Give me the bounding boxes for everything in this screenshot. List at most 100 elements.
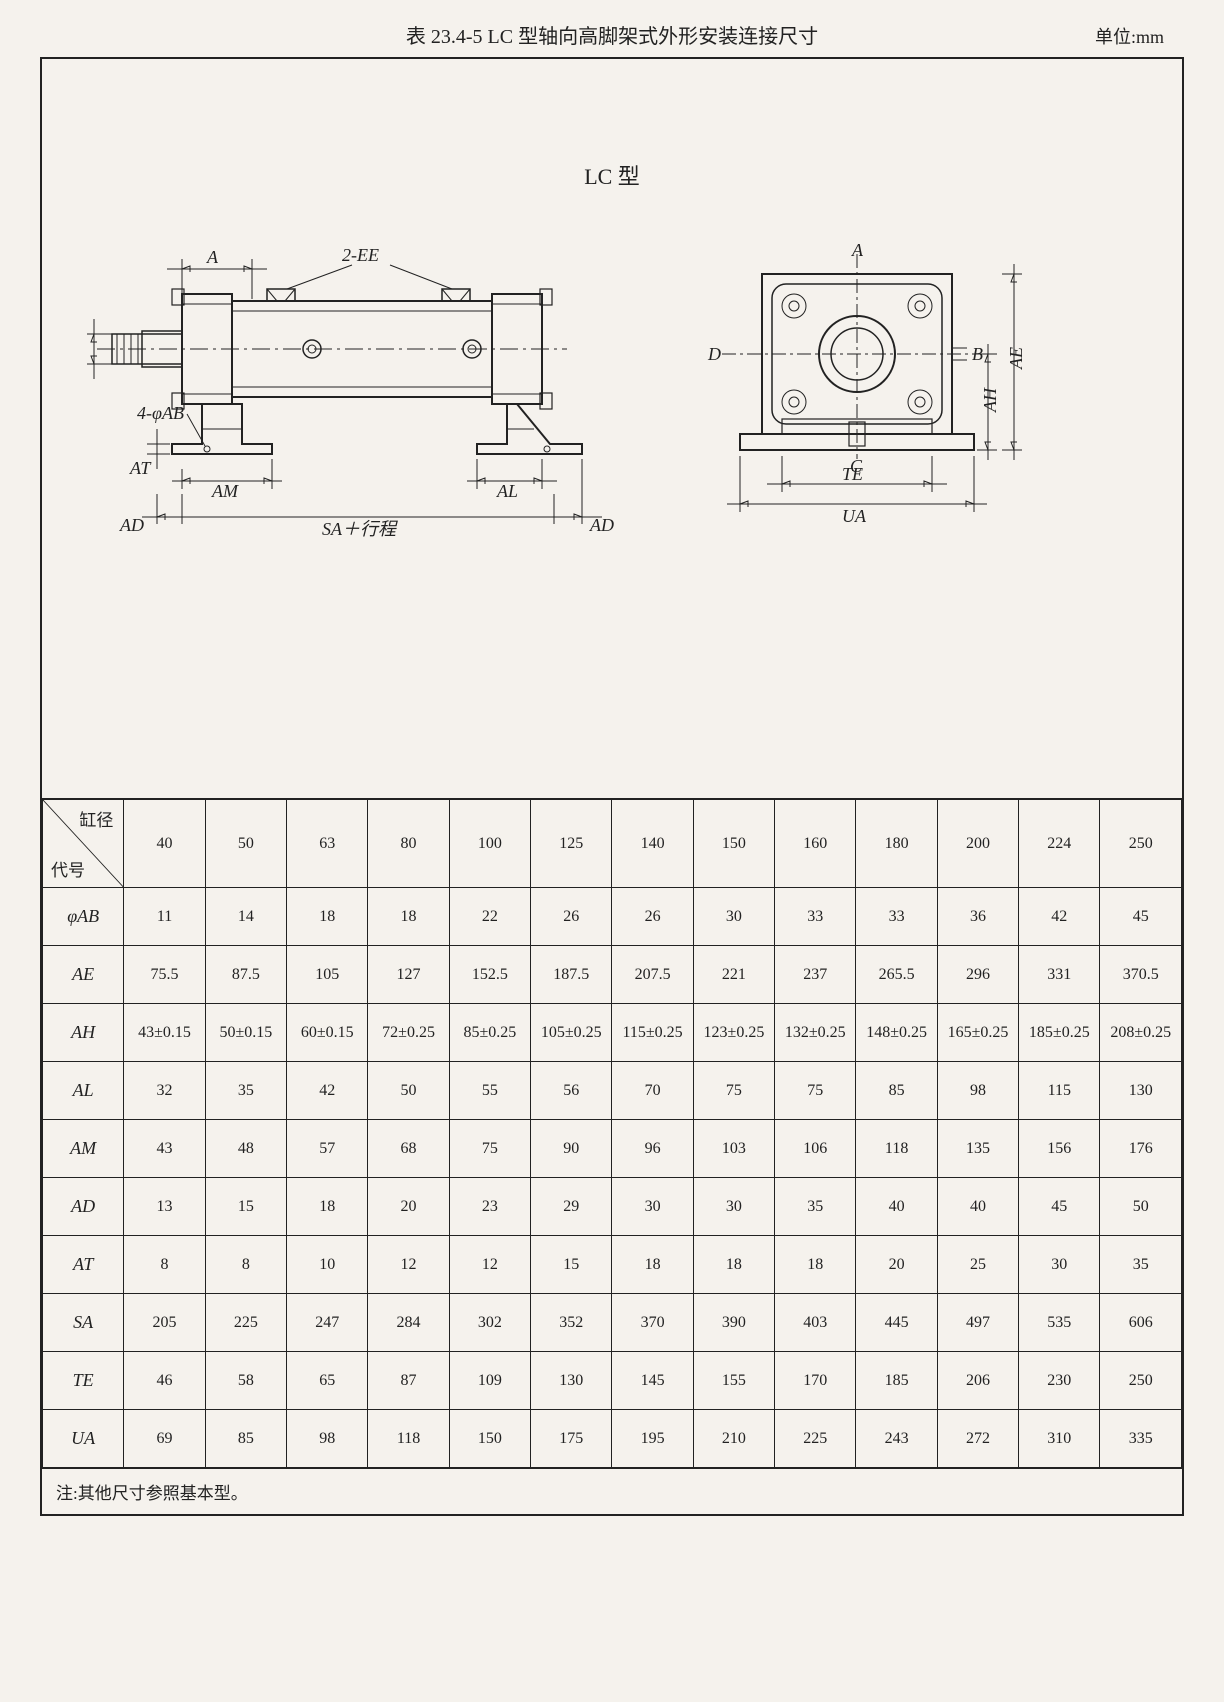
table-cell: 40 <box>856 1178 937 1236</box>
table-cell: 75.5 <box>124 946 205 1004</box>
bore-header: 250 <box>1100 800 1182 888</box>
diagram-area: LC 型 <box>42 59 1182 799</box>
table-cell: 445 <box>856 1294 937 1352</box>
table-cell: 250 <box>1100 1352 1182 1410</box>
row-label: AD <box>43 1178 124 1236</box>
table-cell: 70 <box>612 1062 693 1120</box>
row-label: TE <box>43 1352 124 1410</box>
table-cell: 43±0.15 <box>124 1004 205 1062</box>
table-cell: 98 <box>937 1062 1018 1120</box>
table-cell: 247 <box>287 1294 368 1352</box>
row-label: AM <box>43 1120 124 1178</box>
table-row: AD13151820232930303540404550 <box>43 1178 1182 1236</box>
side-view: A 2-EE KK 4-φAB AT <box>82 245 614 539</box>
table-cell: 8 <box>124 1236 205 1294</box>
dim-a-top: A <box>851 240 864 260</box>
bore-header: 40 <box>124 800 205 888</box>
table-cell: 109 <box>449 1352 530 1410</box>
table-cell: 43 <box>124 1120 205 1178</box>
row-label: SA <box>43 1294 124 1352</box>
table-cell: 175 <box>531 1410 612 1468</box>
table-cell: 14 <box>205 888 286 946</box>
table-cell: 18 <box>368 888 449 946</box>
table-cell: 118 <box>856 1120 937 1178</box>
page-header: 表 23.4-5 LC 型轴向高脚架式外形安装连接尺寸 单位:mm <box>20 20 1204 57</box>
table-cell: 206 <box>937 1352 1018 1410</box>
table-cell: 35 <box>205 1062 286 1120</box>
table-cell: 15 <box>205 1178 286 1236</box>
table-cell: 331 <box>1019 946 1100 1004</box>
table-cell: 118 <box>368 1410 449 1468</box>
table-row: UA698598118150175195210225243272310335 <box>43 1410 1182 1468</box>
table-cell: 155 <box>693 1352 774 1410</box>
table-cell: 87.5 <box>205 946 286 1004</box>
dim-ad-r: AD <box>589 515 614 535</box>
table-cell: 25 <box>937 1236 1018 1294</box>
table-cell: 185 <box>856 1352 937 1410</box>
bore-header: 150 <box>693 800 774 888</box>
table-row: φAB11141818222626303333364245 <box>43 888 1182 946</box>
content-frame: LC 型 <box>40 57 1184 1516</box>
table-cell: 12 <box>368 1236 449 1294</box>
table-header-row: 缸径 代号 4050638010012514015016018020022425… <box>43 800 1182 888</box>
table-cell: 115±0.25 <box>612 1004 693 1062</box>
table-cell: 85±0.25 <box>449 1004 530 1062</box>
table-cell: 370.5 <box>1100 946 1182 1004</box>
table-cell: 13 <box>124 1178 205 1236</box>
table-cell: 225 <box>205 1294 286 1352</box>
table-cell: 221 <box>693 946 774 1004</box>
table-cell: 403 <box>775 1294 856 1352</box>
row-label: AT <box>43 1236 124 1294</box>
table-cell: 15 <box>531 1236 612 1294</box>
table-cell: 145 <box>612 1352 693 1410</box>
table-cell: 35 <box>775 1178 856 1236</box>
table-row: AE75.587.5105127152.5187.5207.5221237265… <box>43 946 1182 1004</box>
corner-bot: 代号 <box>51 856 85 881</box>
table-cell: 56 <box>531 1062 612 1120</box>
engineering-drawing: A 2-EE KK 4-φAB AT <box>82 209 1142 594</box>
table-cell: 10 <box>287 1236 368 1294</box>
dim-al: AL <box>496 481 518 501</box>
corner-cell: 缸径 代号 <box>43 800 124 888</box>
bore-header: 50 <box>205 800 286 888</box>
table-cell: 50 <box>1100 1178 1182 1236</box>
table-cell: 32 <box>124 1062 205 1120</box>
row-label: φAB <box>43 888 124 946</box>
dim-a: A <box>206 247 219 267</box>
table-cell: 85 <box>205 1410 286 1468</box>
dim-ua: UA <box>842 506 867 526</box>
table-cell: 370 <box>612 1294 693 1352</box>
footnote: 注:其他尺寸参照基本型。 <box>42 1468 1182 1514</box>
table-cell: 75 <box>775 1062 856 1120</box>
table-cell: 50 <box>368 1062 449 1120</box>
table-cell: 265.5 <box>856 946 937 1004</box>
dim-ee: 2-EE <box>342 245 379 265</box>
dim-te: TE <box>842 464 863 484</box>
table-cell: 29 <box>531 1178 612 1236</box>
table-cell: 210 <box>693 1410 774 1468</box>
bore-header: 80 <box>368 800 449 888</box>
table-cell: 68 <box>368 1120 449 1178</box>
table-cell: 170 <box>775 1352 856 1410</box>
row-label: AH <box>43 1004 124 1062</box>
dim-kk: KK <box>82 332 84 358</box>
table-cell: 535 <box>1019 1294 1100 1352</box>
table-cell: 22 <box>449 888 530 946</box>
table-cell: 45 <box>1019 1178 1100 1236</box>
table-cell: 135 <box>937 1120 1018 1178</box>
dim-sa: SA＋行程 <box>322 519 398 539</box>
table-cell: 18 <box>612 1236 693 1294</box>
table-cell: 36 <box>937 888 1018 946</box>
table-cell: 46 <box>124 1352 205 1410</box>
table-cell: 11 <box>124 888 205 946</box>
table-cell: 150 <box>449 1410 530 1468</box>
corner-top: 缸径 <box>79 806 113 831</box>
diagram-svg: A 2-EE KK 4-φAB AT <box>82 209 1142 589</box>
table-cell: 18 <box>775 1236 856 1294</box>
table-cell: 55 <box>449 1062 530 1120</box>
bore-header: 63 <box>287 800 368 888</box>
diagram-title: LC 型 <box>42 159 1182 191</box>
table-cell: 310 <box>1019 1410 1100 1468</box>
table-cell: 20 <box>368 1178 449 1236</box>
table-cell: 12 <box>449 1236 530 1294</box>
